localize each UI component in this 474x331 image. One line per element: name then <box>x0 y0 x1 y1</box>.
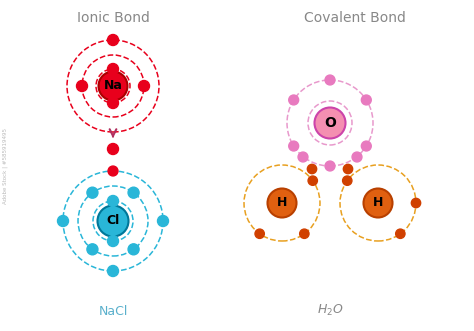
Text: H: H <box>373 197 383 210</box>
Circle shape <box>396 229 405 238</box>
Circle shape <box>128 244 139 255</box>
Circle shape <box>300 229 309 238</box>
Circle shape <box>289 95 299 105</box>
Circle shape <box>325 161 335 171</box>
Circle shape <box>98 206 128 237</box>
Circle shape <box>108 166 118 176</box>
Text: H: H <box>277 197 287 210</box>
Circle shape <box>57 215 69 226</box>
Circle shape <box>325 75 335 85</box>
Text: Adobe Stock | #585919495: Adobe Stock | #585919495 <box>2 128 8 204</box>
Circle shape <box>364 188 392 217</box>
Circle shape <box>76 80 88 91</box>
Circle shape <box>108 64 118 74</box>
Circle shape <box>352 152 362 162</box>
Circle shape <box>343 164 353 174</box>
Circle shape <box>128 187 139 198</box>
Circle shape <box>267 188 297 217</box>
Text: O: O <box>324 116 336 130</box>
Circle shape <box>108 34 118 45</box>
Circle shape <box>108 98 118 109</box>
Circle shape <box>361 95 371 105</box>
Circle shape <box>361 141 371 151</box>
Circle shape <box>99 71 128 101</box>
Text: NaCl: NaCl <box>98 305 128 318</box>
Text: Na: Na <box>103 79 122 92</box>
Circle shape <box>343 176 352 185</box>
Circle shape <box>298 152 308 162</box>
Text: Cl: Cl <box>106 214 119 227</box>
Text: $H_2O$: $H_2O$ <box>317 303 343 318</box>
Circle shape <box>108 144 118 155</box>
Circle shape <box>308 176 318 185</box>
Circle shape <box>87 244 98 255</box>
Circle shape <box>108 196 118 207</box>
Circle shape <box>315 108 346 138</box>
Circle shape <box>138 80 149 91</box>
Circle shape <box>157 215 168 226</box>
Circle shape <box>108 235 118 247</box>
Circle shape <box>87 187 98 198</box>
Circle shape <box>411 198 420 208</box>
Circle shape <box>255 229 264 238</box>
Text: Covalent Bond: Covalent Bond <box>304 11 406 25</box>
Circle shape <box>108 265 118 276</box>
Circle shape <box>307 164 317 174</box>
Text: Ionic Bond: Ionic Bond <box>77 11 149 25</box>
Circle shape <box>289 141 299 151</box>
